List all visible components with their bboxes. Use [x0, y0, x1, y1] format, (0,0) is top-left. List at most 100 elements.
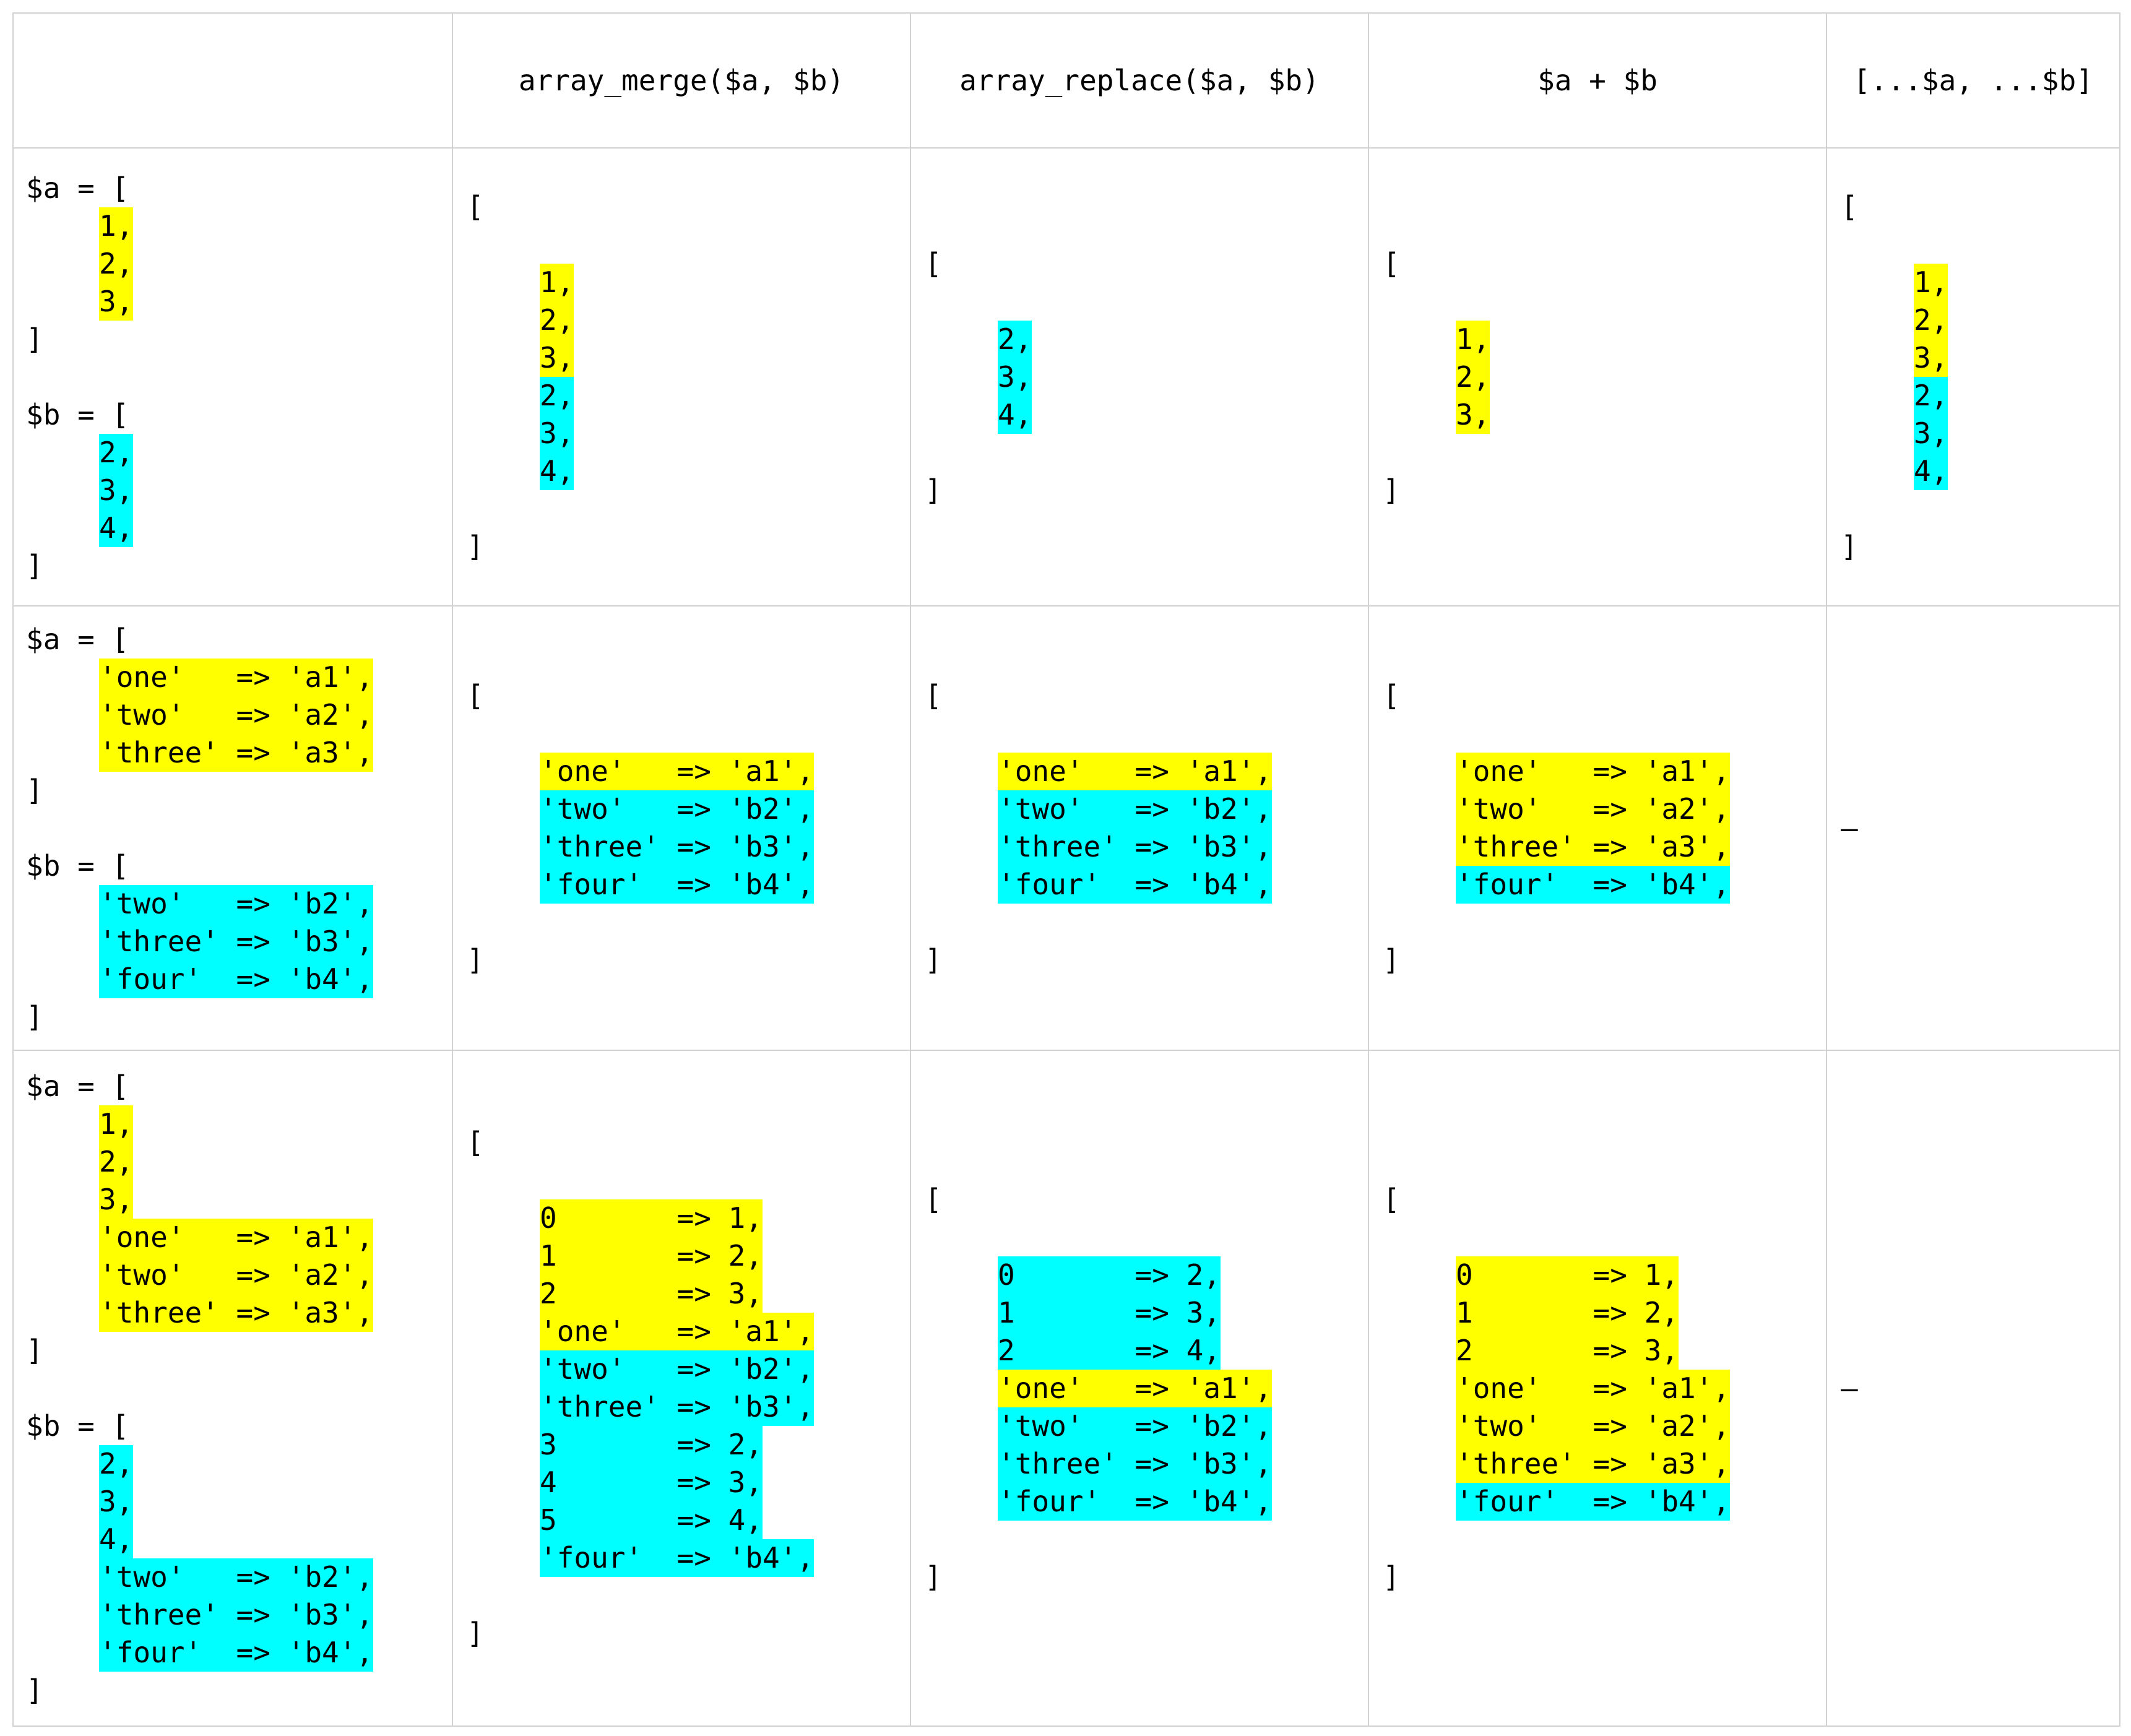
highlight-from-b: 0 => 2, [998, 1256, 1221, 1294]
code-line: 2, [26, 1142, 452, 1181]
highlight-from-b: 3, [99, 1482, 134, 1521]
header-cell-array-replace: array_replace($a, $b) [910, 12, 1369, 149]
code-line: 3, [1841, 339, 2119, 377]
highlight-from-b: 2, [99, 433, 134, 472]
highlight-from-a: 'one' => 'a1', [540, 1313, 815, 1350]
code-line: 'four' => 'b4', [26, 1633, 452, 1672]
highlight-from-b: 'three' => 'b3', [99, 1596, 374, 1634]
result-cell-spread: – [1826, 1050, 2120, 1727]
code-block: ['one' => 'a1','two' => 'b2','three' => … [925, 677, 1368, 979]
code-line: 1 => 2, [1383, 1293, 1826, 1332]
code-block: [1, 2, 3, 2, 3, 4,] [467, 188, 910, 566]
blank-line [925, 283, 1368, 321]
blank-line [1841, 490, 2119, 528]
result-cell-array-replace: [2, 3, 4,] [910, 147, 1369, 607]
highlight-from-b: 4, [99, 509, 134, 547]
code-block: – [1841, 1370, 2119, 1407]
code-line: 'one' => 'a1', [925, 753, 1368, 790]
code-line: 'one' => 'a1', [1383, 753, 1826, 790]
highlight-from-b: 'two' => 'b2', [540, 790, 815, 828]
highlight-from-b: 'three' => 'b3', [998, 828, 1273, 866]
blank-line [925, 715, 1368, 753]
highlight-from-a: 0 => 1, [540, 1199, 763, 1237]
blank-line [467, 1162, 910, 1199]
code-line: 2, [1841, 377, 2119, 415]
code-line: 'one' => 'a1', [1383, 1369, 1826, 1407]
code-line: 3, [26, 471, 452, 509]
result-cell-array-replace: ['one' => 'a1','two' => 'b2','three' => … [910, 605, 1369, 1051]
blank-line [467, 904, 910, 941]
code-line: 1 => 2, [467, 1237, 910, 1275]
example-row-1: $a = [1, 2, 3,] $b = [2, 3, 4,] [1, 2, 3, 2, 3, 4,… [12, 147, 2120, 607]
code-line: 3, [26, 1180, 452, 1219]
code-line: 'four' => 'b4', [925, 866, 1368, 904]
code-line: 'two' => 'a2', [1383, 790, 1826, 828]
comparison-table: array_merge($a, $b) array_replace($a, $b… [12, 12, 2120, 1727]
highlight-from-a: 'two' => 'a2', [1456, 790, 1731, 828]
result-cell-array-merge: [0 => 1, 1 => 2, 2 => 3,'one' => 'a1','two… [452, 1050, 911, 1727]
header-row: array_merge($a, $b) array_replace($a, $b… [12, 12, 2120, 149]
code-line: 'three' => 'b3', [925, 1445, 1368, 1483]
result-close-bracket: ] [467, 530, 484, 563]
highlight-from-a: 'three' => 'a3', [1456, 1445, 1731, 1483]
code-block: [2, 3, 4,] [925, 245, 1368, 509]
highlight-from-b: 'two' => 'b2', [998, 790, 1273, 828]
highlight-from-b: 2, [540, 377, 574, 415]
example-row-2: $a = ['one' => 'a1','two' => 'a2','three… [12, 605, 2120, 1051]
code-line: 3, [1383, 395, 1826, 434]
blank-line [925, 434, 1368, 472]
highlight-from-a: 'three' => 'a3', [99, 733, 374, 772]
code-line: 2, [26, 433, 452, 472]
code-line: 'two' => 'b2', [26, 884, 452, 923]
highlight-from-b: 4 => 3, [540, 1464, 763, 1501]
highlight-from-a: 1, [1914, 264, 1948, 301]
code-block: $a = [1, 2, 3,'one' => 'a1','two' => 'a2',… [26, 1068, 452, 1709]
header-cell-empty [12, 12, 453, 149]
highlight-from-a: 3, [99, 282, 134, 321]
input-cell: $a = [1, 2, 3,] $b = [2, 3, 4,] [12, 147, 453, 607]
blank-line [1383, 904, 1826, 941]
array-a-open: $a = [ [26, 622, 129, 656]
code-line: 'three' => 'a3', [1383, 828, 1826, 866]
code-line: 'three' => 'b3', [26, 922, 452, 961]
highlight-from-a: 0 => 1, [1456, 1256, 1679, 1294]
code-line: 'two' => 'b2', [26, 1558, 452, 1596]
result-open-bracket: [ [1383, 246, 1400, 280]
blank-line [1841, 226, 2119, 264]
code-block: ['one' => 'a1','two' => 'b2','three' => … [467, 677, 910, 979]
code-line: 'three' => 'b3', [467, 1388, 910, 1426]
blank-line [1383, 1521, 1826, 1558]
highlight-from-b: 'two' => 'b2', [998, 1407, 1273, 1445]
code-line: 'three' => 'a3', [1383, 1445, 1826, 1483]
highlight-from-b: 3, [99, 471, 134, 509]
highlight-from-a: 3, [540, 339, 574, 377]
highlight-from-b: 3 => 2, [540, 1426, 763, 1464]
code-line: 0 => 1, [467, 1199, 910, 1237]
array-b-open: $b = [ [26, 397, 129, 431]
code-line: 5 => 4, [467, 1501, 910, 1539]
code-line: 3, [26, 1482, 452, 1521]
highlight-from-a: 1 => 2, [1456, 1293, 1679, 1332]
highlight-from-b: 'four' => 'b4', [540, 866, 815, 904]
result-open-bracket: [ [925, 246, 942, 280]
code-line: 'two' => 'b2', [467, 790, 910, 828]
array-a-close: ] [26, 1333, 43, 1367]
code-line: 3, [925, 358, 1368, 396]
code-line: 'two' => 'b2', [467, 1350, 910, 1388]
code-line: 1, [1383, 320, 1826, 358]
result-cell-array-merge: ['one' => 'a1','two' => 'b2','three' => … [452, 605, 911, 1051]
array-b-open: $b = [ [26, 849, 129, 883]
highlight-from-a: 'three' => 'a3', [1456, 828, 1731, 866]
input-cell: $a = [1, 2, 3,'one' => 'a1','two' => 'a2',… [12, 1050, 453, 1727]
blank-line [1383, 1219, 1826, 1256]
highlight-from-a: 2, [99, 244, 134, 283]
code-block: $a = [1, 2, 3,] $b = [2, 3, 4,] [26, 170, 452, 585]
highlight-from-a: 2 => 3, [1456, 1331, 1679, 1370]
example-row-3: $a = [1, 2, 3,'one' => 'a1','two' => 'a2',… [12, 1050, 2120, 1727]
highlight-from-a: 'one' => 'a1', [998, 1369, 1273, 1407]
highlight-from-b: 3, [998, 358, 1032, 396]
array-a-close: ] [26, 322, 43, 356]
highlight-from-b: 2, [1914, 377, 1948, 415]
code-line: 0 => 2, [925, 1256, 1368, 1294]
code-block: $a = ['one' => 'a1','two' => 'a2','three… [26, 621, 452, 1036]
